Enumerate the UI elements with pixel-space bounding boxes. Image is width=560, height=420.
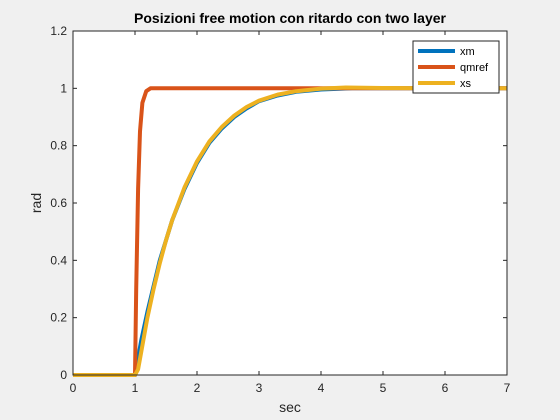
x-tick-label: 5 — [380, 381, 387, 395]
legend-label-xs: xs — [460, 78, 472, 90]
x-tick-label: 6 — [442, 381, 449, 395]
x-tick-label: 7 — [504, 381, 511, 395]
y-tick-label: 0 — [60, 368, 67, 382]
x-axis-label: sec — [279, 399, 301, 415]
y-tick-label: 0.8 — [50, 139, 67, 153]
legend: xm qmref xs — [413, 41, 499, 93]
y-tick-label: 0.4 — [50, 253, 67, 267]
x-tick-label: 0 — [70, 381, 77, 395]
x-tick-label: 2 — [194, 381, 201, 395]
chart-title: Posizioni free motion con ritardo con tw… — [134, 10, 446, 26]
y-tick-label: 0.6 — [50, 196, 67, 210]
x-tick-label: 1 — [132, 381, 139, 395]
y-axis-label: rad — [28, 193, 44, 213]
x-tick-label: 3 — [256, 381, 263, 395]
y-tick-label: 0.2 — [50, 311, 67, 325]
legend-label-xm: xm — [460, 46, 475, 58]
y-tick-label: 1.2 — [50, 24, 67, 38]
y-tick-label: 1 — [60, 81, 67, 95]
legend-label-qmref: qmref — [460, 62, 489, 74]
x-tick-label: 4 — [318, 381, 325, 395]
